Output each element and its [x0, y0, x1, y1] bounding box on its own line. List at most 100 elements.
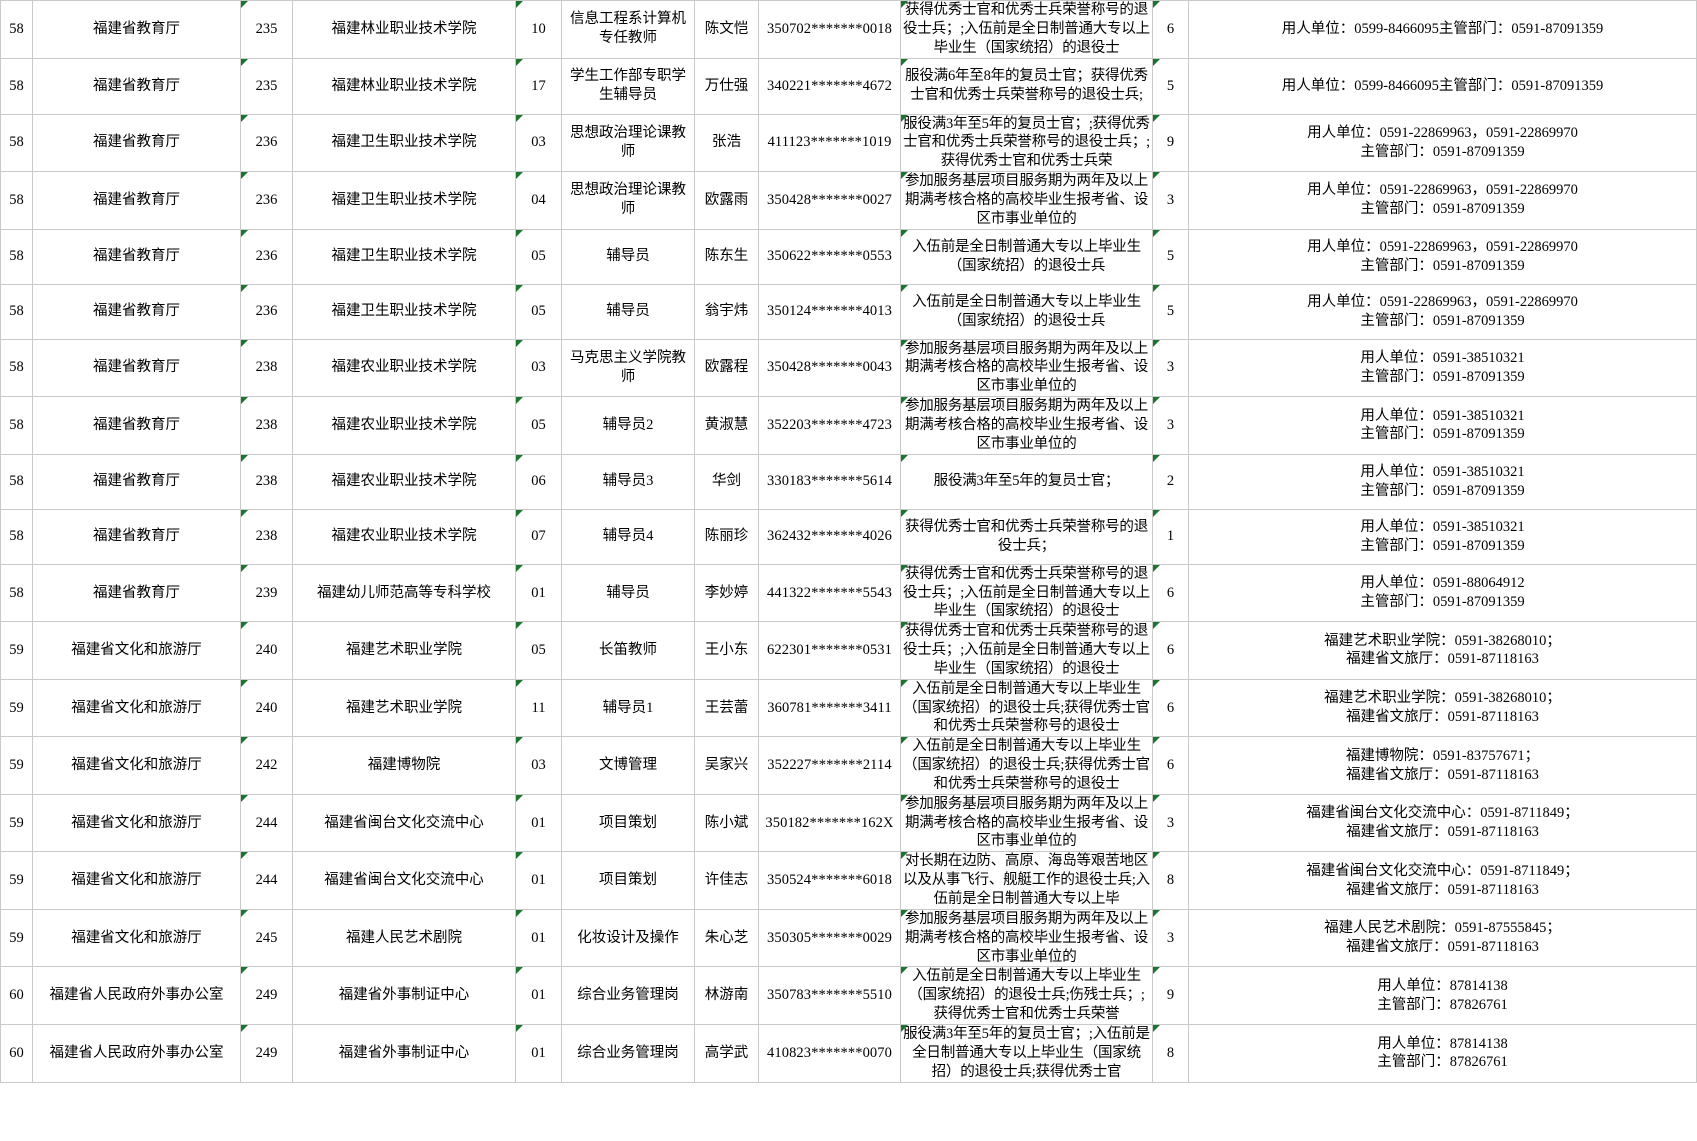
cell-name[interactable]: 欧露雨: [694, 171, 759, 230]
cell-unit-code[interactable]: 240: [240, 621, 293, 680]
cell-post[interactable]: 思想政治理论课教师: [561, 171, 695, 230]
cell-seq[interactable]: 58: [0, 338, 33, 398]
cell-condition[interactable]: 参加服务基层项目服务期为两年及以上期满考核合格的高校毕业生报考省、设区市事业单位…: [900, 171, 1153, 230]
cell-dept[interactable]: 福建省文化和旅游厅: [32, 908, 241, 968]
cell-name[interactable]: 张浩: [694, 113, 759, 173]
cell-condition[interactable]: 服役满6年至8年的复员士官；获得优秀士官和优秀士兵荣誉称号的退役士兵;: [900, 57, 1153, 115]
cell-dept[interactable]: 福建省人民政府外事办公室: [32, 1023, 241, 1083]
cell-post[interactable]: 信息工程系计算机专任教师: [561, 0, 695, 59]
cell-unit-code[interactable]: 238: [240, 396, 293, 455]
cell-dept[interactable]: 福建省文化和旅游厅: [32, 621, 241, 680]
cell-condition[interactable]: 参加服务基层项目服务期为两年及以上期满考核合格的高校毕业生报考省、设区市事业单位…: [900, 396, 1153, 455]
cell-post-code[interactable]: 03: [515, 338, 562, 398]
cell-unit[interactable]: 福建卫生职业技术学院: [292, 283, 516, 340]
cell-post[interactable]: 学生工作部专职学生辅导员: [561, 57, 695, 115]
cell-seq[interactable]: 58: [0, 171, 33, 230]
cell-bonus-points[interactable]: 8: [1152, 1023, 1189, 1083]
cell-id-number[interactable]: 350622*******0553: [758, 228, 901, 285]
cell-post[interactable]: 辅导员1: [561, 678, 695, 738]
cell-unit[interactable]: 福建卫生职业技术学院: [292, 228, 516, 285]
table-row[interactable]: 58 福建省教育厅 238 福建农业职业技术学院 05 辅导员2 黄淑慧 352203****…: [0, 396, 1697, 455]
cell-bonus-points[interactable]: 3: [1152, 908, 1189, 968]
cell-bonus-points[interactable]: 1: [1152, 508, 1189, 565]
cell-bonus-points[interactable]: 2: [1152, 453, 1189, 510]
cell-post[interactable]: 长笛教师: [561, 621, 695, 680]
cell-id-number[interactable]: 411123*******1019: [758, 113, 901, 173]
cell-id-number[interactable]: 350182*******162X: [758, 793, 901, 853]
cell-id-number[interactable]: 350428*******0027: [758, 171, 901, 230]
cell-condition[interactable]: 入伍前是全日制普通大专以上毕业生（国家统招）的退役士兵;伤残士兵；;获得优秀士官…: [900, 966, 1153, 1025]
cell-post-code[interactable]: 01: [515, 851, 562, 910]
cell-telephone[interactable]: 用人单位：0591-22869963，0591-22869970 主管部门：059…: [1188, 113, 1697, 173]
cell-unit-code[interactable]: 236: [240, 171, 293, 230]
cell-condition[interactable]: 参加服务基层项目服务期为两年及以上期满考核合格的高校毕业生报考省、设区市事业单位…: [900, 338, 1153, 398]
cell-post[interactable]: 辅导员3: [561, 453, 695, 510]
cell-dept[interactable]: 福建省教育厅: [32, 283, 241, 340]
cell-post-code[interactable]: 03: [515, 736, 562, 795]
cell-unit[interactable]: 福建农业职业技术学院: [292, 338, 516, 398]
cell-id-number[interactable]: 360781*******3411: [758, 678, 901, 738]
cell-bonus-points[interactable]: 3: [1152, 793, 1189, 853]
cell-unit[interactable]: 福建农业职业技术学院: [292, 396, 516, 455]
cell-name[interactable]: 林游南: [694, 966, 759, 1025]
cell-id-number[interactable]: 340221*******4672: [758, 57, 901, 115]
cell-seq[interactable]: 59: [0, 678, 33, 738]
cell-condition[interactable]: 参加服务基层项目服务期为两年及以上期满考核合格的高校毕业生报考省、设区市事业单位…: [900, 793, 1153, 853]
cell-post-code[interactable]: 03: [515, 113, 562, 173]
cell-unit[interactable]: 福建林业职业技术学院: [292, 0, 516, 59]
cell-dept[interactable]: 福建省教育厅: [32, 563, 241, 623]
cell-unit-code[interactable]: 238: [240, 453, 293, 510]
cell-bonus-points[interactable]: 6: [1152, 736, 1189, 795]
cell-id-number[interactable]: 352203*******4723: [758, 396, 901, 455]
cell-id-number[interactable]: 362432*******4026: [758, 508, 901, 565]
table-row[interactable]: 59 福建省文化和旅游厅 244 福建省闽台文化交流中心 01 项目策划 陈小斌 350182…: [0, 793, 1697, 853]
cell-seq[interactable]: 58: [0, 508, 33, 565]
cell-unit-code[interactable]: 235: [240, 0, 293, 59]
table-row[interactable]: 59 福建省文化和旅游厅 245 福建人民艺术剧院 01 化妆设计及操作 朱心芝 350305…: [0, 908, 1697, 968]
table-row[interactable]: 58 福建省教育厅 238 福建农业职业技术学院 03 马克思主义学院教师 欧露程 35042…: [0, 338, 1697, 398]
cell-post[interactable]: 项目策划: [561, 793, 695, 853]
cell-telephone[interactable]: 福建艺术职业学院：0591-38268010； 福建省文旅厅：0591-87118…: [1188, 678, 1697, 738]
cell-bonus-points[interactable]: 9: [1152, 966, 1189, 1025]
cell-post[interactable]: 思想政治理论课教师: [561, 113, 695, 173]
cell-unit[interactable]: 福建省外事制证中心: [292, 1023, 516, 1083]
table-row[interactable]: 58 福建省教育厅 236 福建卫生职业技术学院 03 思想政治理论课教师 张浩 411123…: [0, 113, 1697, 173]
cell-name[interactable]: 万仕强: [694, 57, 759, 115]
cell-post-code[interactable]: 04: [515, 171, 562, 230]
cell-bonus-points[interactable]: 3: [1152, 338, 1189, 398]
cell-seq[interactable]: 60: [0, 966, 33, 1025]
cell-unit[interactable]: 福建农业职业技术学院: [292, 508, 516, 565]
cell-id-number[interactable]: 350124*******4013: [758, 283, 901, 340]
cell-unit[interactable]: 福建卫生职业技术学院: [292, 113, 516, 173]
cell-post[interactable]: 辅导员: [561, 228, 695, 285]
cell-dept[interactable]: 福建省文化和旅游厅: [32, 736, 241, 795]
cell-seq[interactable]: 59: [0, 621, 33, 680]
cell-unit[interactable]: 福建艺术职业学院: [292, 621, 516, 680]
cell-dept[interactable]: 福建省教育厅: [32, 396, 241, 455]
cell-bonus-points[interactable]: 5: [1152, 283, 1189, 340]
table-row[interactable]: 58 福建省教育厅 236 福建卫生职业技术学院 04 思想政治理论课教师 欧露雨 35042…: [0, 171, 1697, 230]
cell-unit-code[interactable]: 245: [240, 908, 293, 968]
cell-telephone[interactable]: 福建艺术职业学院：0591-38268010； 福建省文旅厅：0591-87118…: [1188, 621, 1697, 680]
cell-name[interactable]: 翁宇炜: [694, 283, 759, 340]
cell-unit[interactable]: 福建卫生职业技术学院: [292, 171, 516, 230]
cell-post-code[interactable]: 06: [515, 453, 562, 510]
cell-id-number[interactable]: 441322*******5543: [758, 563, 901, 623]
cell-dept[interactable]: 福建省教育厅: [32, 113, 241, 173]
table-row[interactable]: 58 福建省教育厅 239 福建幼儿师范高等专科学校 01 辅导员 李妙婷 441322***…: [0, 563, 1697, 623]
cell-bonus-points[interactable]: 6: [1152, 621, 1189, 680]
cell-unit[interactable]: 福建幼儿师范高等专科学校: [292, 563, 516, 623]
table-row[interactable]: 58 福建省教育厅 238 福建农业职业技术学院 06 辅导员3 华剑 330183*****…: [0, 453, 1697, 510]
cell-post[interactable]: 辅导员: [561, 283, 695, 340]
cell-post-code[interactable]: 10: [515, 0, 562, 59]
cell-telephone[interactable]: 用人单位：0591-38510321 主管部门：0591-87091359: [1188, 396, 1697, 455]
cell-post[interactable]: 辅导员2: [561, 396, 695, 455]
cell-post-code[interactable]: 05: [515, 396, 562, 455]
cell-seq[interactable]: 58: [0, 453, 33, 510]
cell-name[interactable]: 陈丽珍: [694, 508, 759, 565]
cell-seq[interactable]: 59: [0, 736, 33, 795]
cell-dept[interactable]: 福建省教育厅: [32, 338, 241, 398]
cell-bonus-points[interactable]: 6: [1152, 563, 1189, 623]
cell-id-number[interactable]: 350702*******0018: [758, 0, 901, 59]
cell-dept[interactable]: 福建省文化和旅游厅: [32, 851, 241, 910]
